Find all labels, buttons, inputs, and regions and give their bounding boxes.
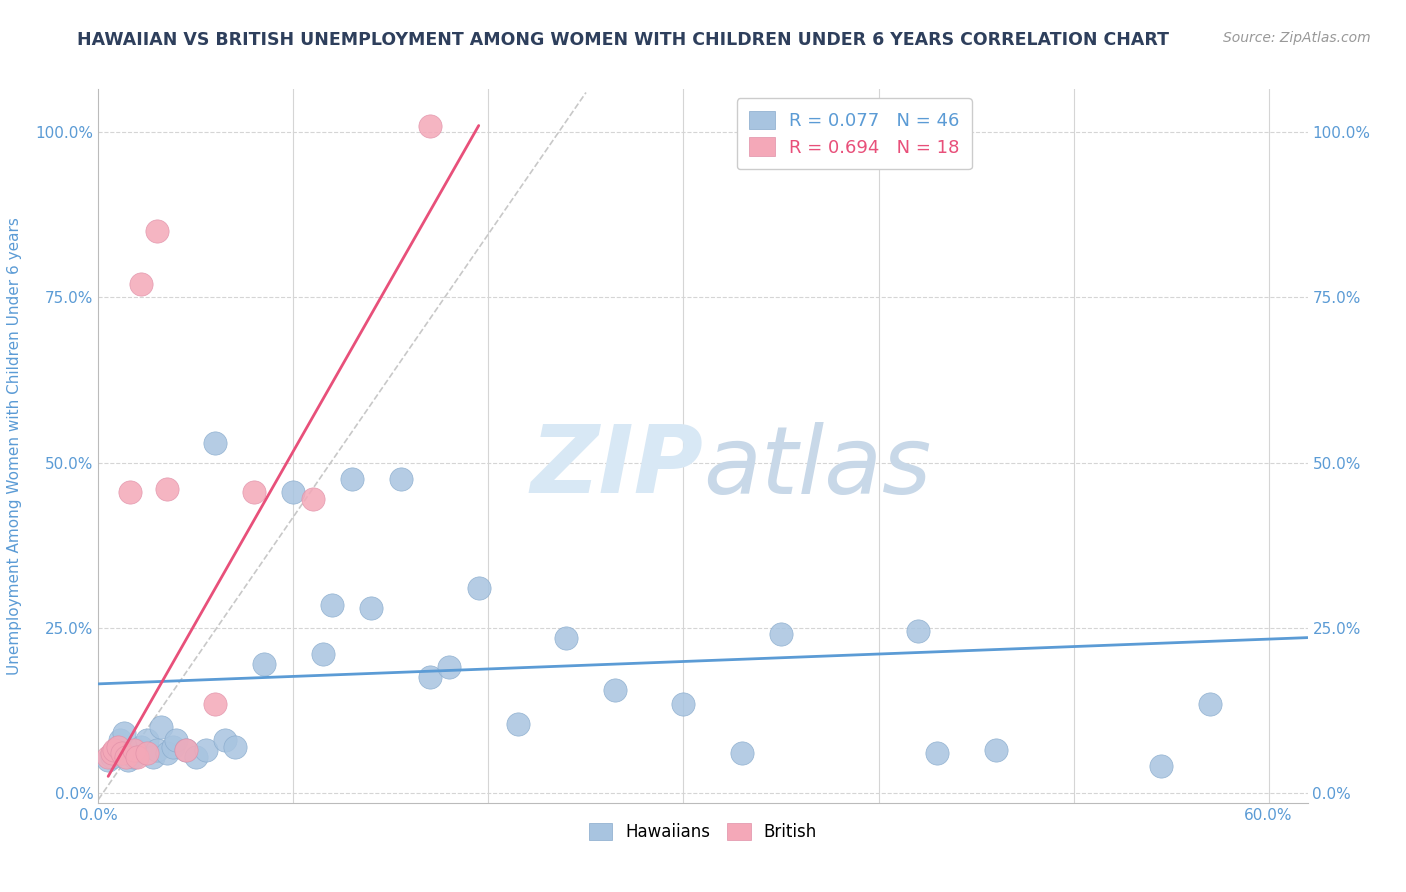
- Point: [104, 743, 127, 757]
- Point: [107, 739, 129, 754]
- Point: [146, 743, 169, 757]
- Point: [146, 224, 169, 238]
- Text: HAWAIIAN VS BRITISH UNEMPLOYMENT AMONG WOMEN WITH CHILDREN UNDER 6 YEARS CORRELA: HAWAIIAN VS BRITISH UNEMPLOYMENT AMONG W…: [77, 31, 1170, 49]
- Point: [302, 491, 325, 506]
- Point: [111, 746, 134, 760]
- Text: ZIP: ZIP: [530, 421, 703, 514]
- Point: [925, 746, 948, 760]
- Y-axis label: Unemployment Among Women with Children Under 6 years: Unemployment Among Women with Children U…: [7, 217, 21, 675]
- Point: [204, 697, 226, 711]
- Point: [419, 119, 441, 133]
- Point: [97, 753, 120, 767]
- Point: [131, 739, 153, 754]
- Point: [127, 743, 149, 757]
- Point: [506, 716, 529, 731]
- Point: [340, 472, 363, 486]
- Point: [321, 598, 343, 612]
- Point: [769, 627, 792, 641]
- Point: [107, 739, 129, 754]
- Point: [253, 657, 276, 671]
- Point: [1199, 697, 1222, 711]
- Point: [605, 683, 627, 698]
- Point: [907, 624, 929, 638]
- Legend: Hawaiians, British: Hawaiians, British: [582, 816, 824, 848]
- Point: [112, 726, 135, 740]
- Point: [136, 746, 159, 760]
- Point: [101, 746, 124, 760]
- Point: [467, 581, 489, 595]
- Point: [1150, 759, 1173, 773]
- Point: [117, 753, 139, 767]
- Point: [136, 733, 159, 747]
- Point: [156, 746, 179, 760]
- Point: [162, 739, 184, 754]
- Point: [243, 485, 266, 500]
- Point: [419, 670, 441, 684]
- Text: atlas: atlas: [703, 422, 931, 513]
- Point: [360, 600, 382, 615]
- Point: [118, 485, 141, 500]
- Point: [165, 733, 187, 747]
- Point: [555, 631, 578, 645]
- Point: [389, 472, 412, 486]
- Point: [214, 733, 236, 747]
- Point: [731, 746, 754, 760]
- Point: [174, 743, 197, 757]
- Point: [224, 739, 246, 754]
- Point: [439, 660, 461, 674]
- Point: [142, 749, 165, 764]
- Point: [103, 746, 125, 760]
- Point: [984, 743, 1007, 757]
- Point: [174, 743, 197, 757]
- Point: [194, 743, 217, 757]
- Point: [103, 743, 125, 757]
- Point: [108, 733, 131, 747]
- Point: [672, 697, 695, 711]
- Point: [156, 482, 179, 496]
- Point: [283, 485, 305, 500]
- Point: [118, 746, 141, 760]
- Point: [101, 749, 124, 764]
- Point: [97, 749, 120, 764]
- Point: [184, 749, 207, 764]
- Point: [122, 749, 145, 764]
- Point: [204, 435, 226, 450]
- Point: [122, 743, 145, 757]
- Point: [149, 720, 172, 734]
- Point: [114, 749, 136, 764]
- Point: [131, 277, 153, 292]
- Point: [127, 749, 149, 764]
- Text: Source: ZipAtlas.com: Source: ZipAtlas.com: [1223, 31, 1371, 45]
- Point: [312, 647, 335, 661]
